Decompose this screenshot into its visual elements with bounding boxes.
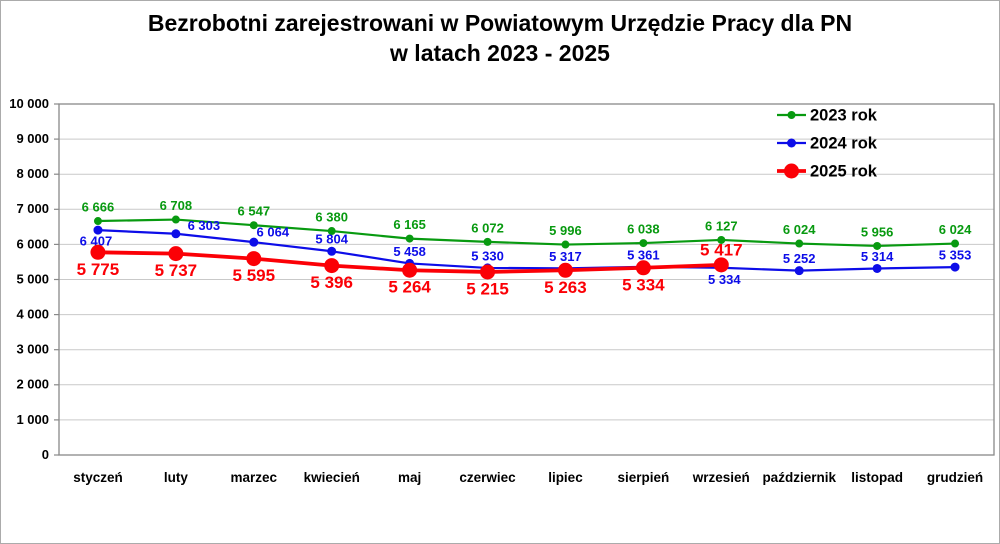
data-point-2023-grudzień [951,239,960,248]
y-axis-tick-label: 10 000 [9,96,49,111]
legend-marker-dot [784,163,799,179]
y-axis-tick-label: 6 000 [16,236,49,251]
x-axis-month-label: wrzesień [692,470,750,485]
y-axis-tick-label: 1 000 [16,412,49,427]
data-point-2023-styczeń [93,217,102,226]
y-axis-tick-label: 8 000 [16,166,49,181]
data-label-2025-lipiec: 5 263 [544,278,587,297]
data-label-2024-luty: 6 303 [188,218,221,233]
data-point-2024-kwiecień [327,246,337,256]
legend-label-2024: 2024 rok [810,134,878,152]
data-label-2023-lipiec: 5 996 [549,223,582,238]
x-axis-month-label: grudzień [927,470,983,485]
data-point-2023-maj [405,234,414,243]
data-label-2023-kwiecień: 6 380 [315,209,348,224]
x-axis-month-label: maj [398,470,421,485]
x-axis-month-label: luty [164,470,188,485]
data-label-2024-wrzesień: 5 334 [708,272,741,287]
data-point-2025-marzec [246,251,262,267]
data-point-2024-grudzień [950,262,960,272]
data-point-2023-marzec [249,221,258,230]
data-label-2023-luty: 6 708 [160,198,193,213]
data-point-2023-czerwiec [483,237,492,246]
data-label-2023-maj: 6 165 [393,217,426,232]
data-label-2025-maj: 5 264 [388,278,431,297]
data-label-2024-czerwiec: 5 330 [471,248,504,263]
data-point-2025-sierpień [635,260,651,276]
data-label-2025-kwiecień: 5 396 [310,273,353,292]
y-axis-tick-label: 5 000 [16,271,49,286]
data-point-2023-luty [171,215,180,224]
data-point-2025-styczeń [90,244,106,260]
x-axis-month-label: marzec [231,470,278,485]
data-point-2023-sierpień [639,239,648,248]
plot-frame [58,103,995,456]
legend-label-2023: 2023 rok [810,106,878,124]
y-axis-tick-label: 4 000 [16,307,49,322]
data-label-2023-wrzesień: 6 127 [705,218,738,233]
data-label-2024-październik: 5 252 [783,251,816,266]
data-label-2023-listopad: 5 956 [861,224,894,239]
data-point-2024-październik [794,266,804,276]
y-axis-tick-label: 9 000 [16,131,49,146]
x-axis-month-label: styczeń [73,470,123,485]
y-axis-tick-label: 2 000 [16,377,49,392]
data-point-2023-kwiecień [327,227,336,236]
data-label-2023-marzec: 6 547 [238,204,271,219]
data-label-2024-marzec: 6 064 [257,225,290,240]
data-point-2025-kwiecień [324,258,340,274]
data-point-2025-maj [402,262,418,278]
data-label-2025-marzec: 5 595 [233,266,276,285]
data-label-2024-lipiec: 5 317 [549,249,582,264]
chart-title-line1: Bezrobotni zarejestrowani w Powiatowym U… [147,10,853,36]
chart-title-line2: w latach 2023 - 2025 [390,40,610,66]
data-point-2023-październik [795,239,804,248]
y-axis-tick-label: 0 [42,447,49,462]
legend-marker-dot [787,111,796,119]
x-axis-month-label: kwiecień [304,470,360,485]
data-point-2025-lipiec [557,262,573,278]
data-point-2024-luty [171,229,181,239]
data-point-2024-styczeń [93,225,103,235]
data-label-2025-czerwiec: 5 215 [466,279,509,298]
data-label-2025-sierpień: 5 334 [622,275,665,294]
series-line-2024-rok [97,229,956,272]
data-point-2025-wrzesień [713,257,729,273]
x-axis-month-label: sierpień [617,470,669,485]
data-label-2024-maj: 5 458 [393,244,426,259]
data-label-2023-styczeń: 6 666 [82,199,115,214]
x-axis-month-label: lipiec [548,470,583,485]
data-label-2024-styczeń: 6 407 [80,234,113,249]
data-label-2023-czerwiec: 6 072 [471,220,504,235]
x-axis-month-label: czerwiec [459,470,516,485]
data-label-2024-kwiecień: 5 804 [315,232,348,247]
y-axis-tick-label: 3 000 [16,342,49,357]
data-point-2023-listopad [873,241,882,250]
legend-label-2025: 2025 rok [810,162,878,180]
data-label-2025-luty: 5 737 [155,261,198,280]
data-label-2023-sierpień: 6 038 [627,222,660,237]
data-label-2024-sierpień: 5 361 [627,247,660,262]
chart-title: Bezrobotni zarejestrowani w Powiatowym U… [1,8,999,68]
data-point-2024-listopad [872,263,882,273]
data-label-2023-grudzień: 6 024 [939,222,972,237]
data-label-2024-grudzień: 5 353 [939,248,972,263]
x-axis-month-label: listopad [851,470,903,485]
data-point-2024-marzec [249,237,259,247]
data-label-2024-listopad: 5 314 [861,249,894,264]
legend-marker-dot [787,138,796,148]
data-point-2023-wrzesień [717,235,726,244]
data-point-2025-czerwiec [480,264,496,280]
series-line-2023-rok [97,218,956,248]
data-label-2025-styczeń: 5 775 [77,260,120,279]
data-point-2025-luty [168,246,184,262]
x-axis-month-label: październik [762,470,836,485]
data-point-2023-lipiec [561,240,570,249]
data-label-2023-październik: 6 024 [783,222,816,237]
data-label-2025-wrzesień: 5 417 [700,240,743,259]
y-axis-tick-label: 7 000 [16,201,49,216]
